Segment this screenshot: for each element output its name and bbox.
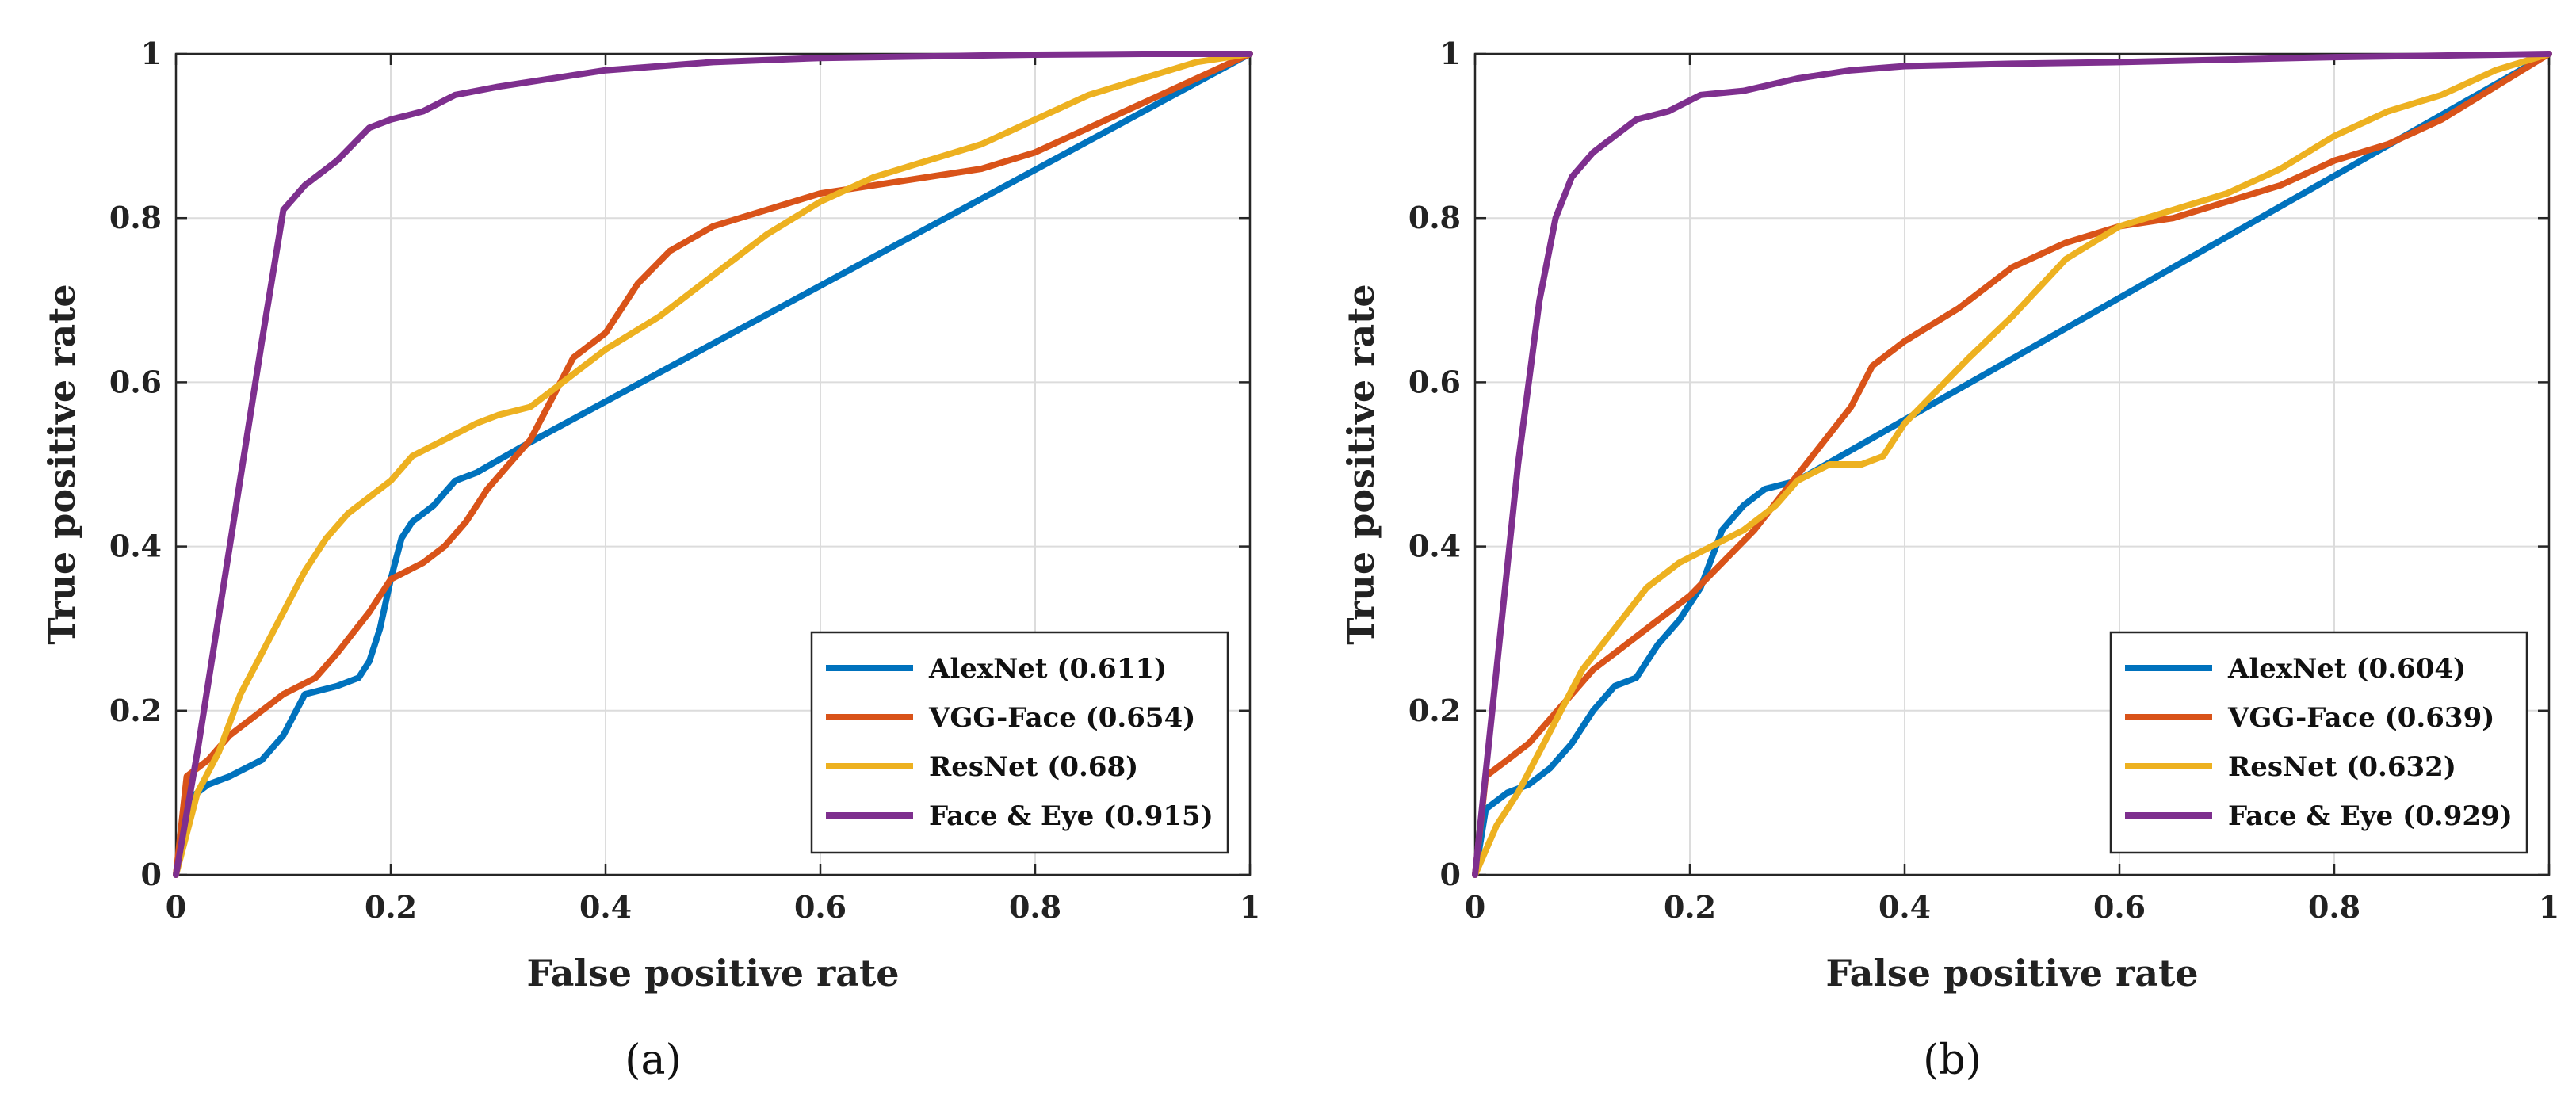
y-tick-label: 0.8 — [1408, 200, 1461, 235]
y-tick-label: 0 — [1440, 857, 1461, 892]
legend-entry-label: AlexNet (0.604) — [2227, 653, 2466, 685]
x-axis-label: False positive rate — [526, 952, 899, 995]
legend: AlexNet (0.604) VGG-Face (0.639) ResNet (0… — [2109, 631, 2528, 854]
series-line-2 — [173, 51, 1253, 878]
y-tick-label: 0.8 — [109, 200, 162, 235]
x-tick-label: 1 — [2539, 889, 2559, 925]
x-tick-label: 1 — [1240, 889, 1260, 925]
x-tick-label: 0.4 — [1878, 889, 1931, 925]
y-tick-label: 0.4 — [109, 529, 162, 564]
plot-area-frame — [174, 52, 1252, 876]
x-tick-label: 0 — [1465, 889, 1485, 925]
series-line-2 — [1472, 51, 2552, 878]
y-tick-label: 0.2 — [109, 693, 162, 728]
legend-entry-label: ResNet (0.632) — [2228, 751, 2456, 783]
legend-entry-label: AlexNet (0.611) — [928, 653, 1167, 685]
y-tick-label: 0.2 — [1408, 693, 1461, 728]
y-tick-label: 0.6 — [1408, 364, 1461, 399]
x-tick-label: 0 — [166, 889, 186, 925]
legend-entry-label: VGG-Face (0.654) — [928, 702, 1195, 734]
legend: AlexNet (0.611) VGG-Face (0.654) ResNet (0… — [810, 631, 1229, 854]
legend-entry-label: Face & Eye (0.929) — [2228, 800, 2513, 832]
y-tick-label: 1 — [1440, 36, 1461, 71]
series-line-0 — [173, 51, 1253, 878]
x-axis-label: False positive rate — [1825, 952, 2198, 995]
roc-panel-b: 0 0.2 0.4 0.6 0.8 1 0 0.2 0.4 0.6 0.8 1 False positi… — [1340, 36, 2559, 1084]
legend-entry-label: VGG-Face (0.639) — [2227, 702, 2494, 734]
x-tick-label: 0.8 — [2308, 889, 2360, 925]
y-tick-label: 0.6 — [109, 364, 162, 399]
x-tick-label: 0.4 — [579, 889, 632, 925]
legend-entry-label: ResNet (0.68) — [929, 751, 1138, 783]
x-tick-label: 0.6 — [794, 889, 847, 925]
x-tick-label: 0.8 — [1009, 889, 1061, 925]
panel-label: (b) — [1923, 1037, 1982, 1084]
legend-entry-label: Face & Eye (0.915) — [929, 800, 1213, 832]
series-line-3 — [1472, 51, 2552, 878]
roc-panel-a: 0 0.2 0.4 0.6 0.8 1 0 0.2 0.4 0.6 0.8 1 False positi… — [40, 36, 1260, 1084]
y-axis-label: True positive rate — [40, 284, 83, 644]
series-line-1 — [173, 51, 1253, 878]
y-tick-label: 0.4 — [1408, 529, 1461, 564]
x-tick-label: 0.2 — [365, 889, 417, 925]
panel-label: (a) — [625, 1037, 682, 1084]
series-line-3 — [173, 51, 1253, 878]
y-tick-label: 1 — [141, 36, 162, 71]
y-axis-label: True positive rate — [1340, 284, 1382, 644]
y-tick-label: 0 — [141, 857, 162, 892]
plot-area-frame — [1473, 52, 2551, 876]
x-tick-label: 0.2 — [1664, 889, 1716, 925]
x-tick-label: 0.6 — [2093, 889, 2146, 925]
